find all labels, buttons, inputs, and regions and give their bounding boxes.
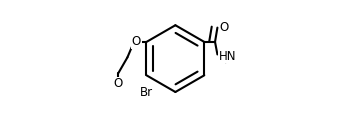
Text: O: O [219,21,228,34]
Text: O: O [114,77,123,90]
Text: HN: HN [219,50,236,63]
Text: O: O [132,35,141,48]
Text: Br: Br [140,86,153,99]
